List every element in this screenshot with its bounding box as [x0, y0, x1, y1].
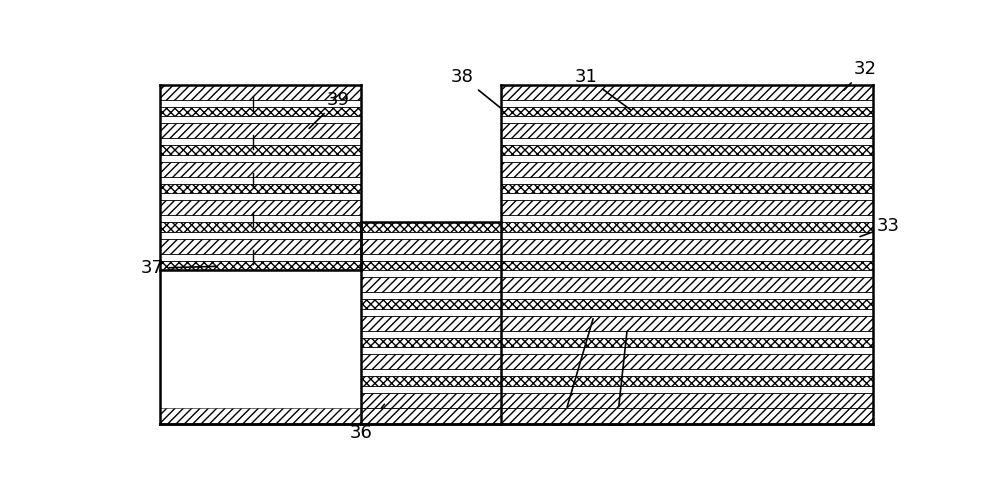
Text: 37: 37: [141, 259, 215, 277]
Bar: [160, 84, 873, 424]
Bar: [160, 145, 361, 155]
Bar: [501, 184, 873, 193]
Bar: [160, 222, 361, 232]
Bar: [501, 84, 873, 100]
Bar: [501, 376, 873, 386]
Text: 36: 36: [350, 404, 384, 442]
Bar: [361, 376, 501, 386]
Bar: [501, 123, 873, 138]
Bar: [160, 200, 361, 215]
Text: 38: 38: [451, 68, 503, 109]
Bar: [501, 239, 873, 254]
Bar: [361, 354, 501, 369]
Text: 31: 31: [575, 68, 630, 110]
Bar: [160, 123, 361, 138]
Bar: [501, 338, 873, 347]
Bar: [501, 200, 873, 215]
Text: 33: 33: [860, 217, 900, 237]
Bar: [361, 338, 501, 347]
Text: 32: 32: [844, 60, 877, 90]
Text: 34: 34: [551, 319, 593, 430]
Text: 39: 39: [309, 91, 350, 129]
Bar: [501, 222, 873, 232]
Bar: [160, 184, 361, 193]
Bar: [160, 162, 361, 177]
Bar: [361, 299, 501, 309]
Bar: [160, 239, 361, 254]
Bar: [160, 84, 361, 100]
Bar: [160, 107, 361, 116]
Bar: [361, 239, 501, 254]
Bar: [501, 299, 873, 309]
Bar: [361, 222, 501, 232]
Bar: [501, 261, 873, 270]
Bar: [361, 393, 501, 408]
Bar: [361, 261, 501, 270]
Bar: [501, 354, 873, 369]
Bar: [160, 408, 873, 424]
Bar: [501, 316, 873, 331]
Bar: [501, 393, 873, 408]
Bar: [501, 277, 873, 292]
Bar: [501, 162, 873, 177]
Bar: [501, 145, 873, 155]
Bar: [160, 261, 361, 270]
Bar: [501, 107, 873, 116]
Bar: [361, 277, 501, 292]
Text: 35: 35: [606, 332, 629, 430]
Bar: [361, 316, 501, 331]
